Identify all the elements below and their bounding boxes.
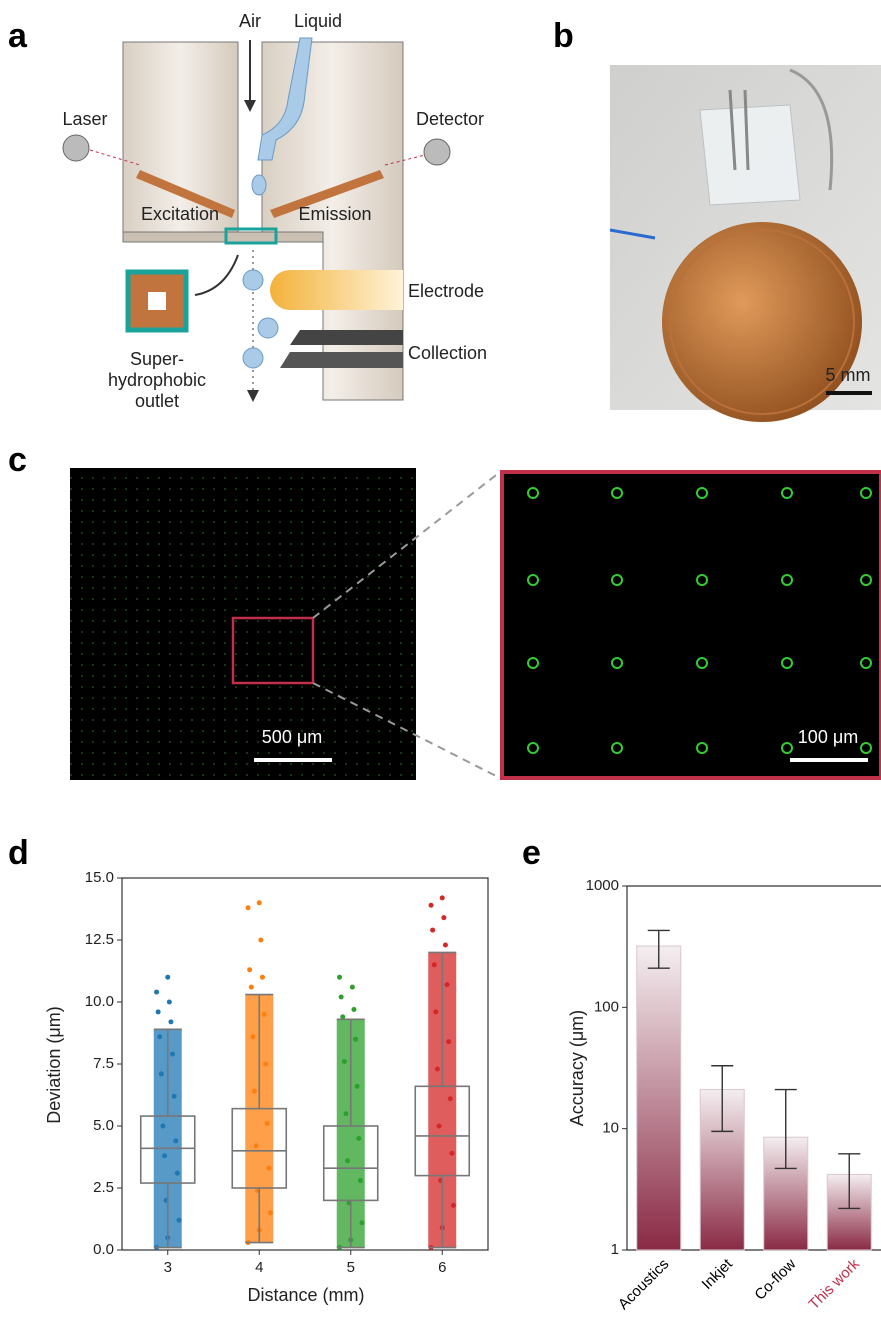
data-point xyxy=(258,938,263,943)
data-point xyxy=(432,962,437,967)
data-point xyxy=(157,1034,162,1039)
diagram-label: outlet xyxy=(135,391,179,411)
y-axis-label: Accuracy (μm) xyxy=(567,1010,587,1126)
panel-label: b xyxy=(553,17,574,55)
data-point xyxy=(449,1151,454,1156)
y-tick-label: 15.0 xyxy=(85,869,114,886)
data-point xyxy=(433,1009,438,1014)
y-axis-label: Deviation (μm) xyxy=(44,1006,64,1123)
data-point xyxy=(263,1062,268,1067)
data-point xyxy=(246,905,251,910)
data-point xyxy=(249,985,254,990)
y-tick-label: 2.5 xyxy=(93,1179,114,1196)
x-tick-label: 5 xyxy=(347,1259,355,1276)
y-tick-label: 100 xyxy=(594,998,619,1015)
data-point xyxy=(445,982,450,987)
y-tick-label: 1 xyxy=(611,1241,619,1258)
data-point xyxy=(355,1084,360,1089)
data-point xyxy=(167,1000,172,1005)
data-point xyxy=(345,1158,350,1163)
data-point xyxy=(437,1124,442,1129)
x-tick-label: Inkjet xyxy=(699,1255,737,1293)
data-point xyxy=(175,1171,180,1176)
panel-label: a xyxy=(8,17,28,55)
data-point xyxy=(262,1012,267,1017)
data-point xyxy=(441,915,446,920)
scale-bar-label: 5 mm xyxy=(826,365,871,385)
data-point xyxy=(337,975,342,980)
y-tick-label: 5.0 xyxy=(93,1117,114,1134)
y-tick-label: 1000 xyxy=(586,877,619,894)
panel-label: e xyxy=(522,834,541,872)
data-point xyxy=(351,1007,356,1012)
panel-label: d xyxy=(8,834,29,872)
y-tick-label: 0.0 xyxy=(93,1241,114,1258)
diagram-label: Super- xyxy=(130,349,184,369)
data-point xyxy=(247,967,252,972)
diagram-label: Collection xyxy=(408,343,487,363)
data-point xyxy=(356,1136,361,1141)
scale-bar-label: 100 μm xyxy=(798,727,858,747)
data-point xyxy=(343,1111,348,1116)
data-point xyxy=(172,1094,177,1099)
data-point xyxy=(170,1052,175,1057)
data-point xyxy=(342,1059,347,1064)
y-tick-label: 7.5 xyxy=(93,1055,114,1072)
diagram-label: Emission xyxy=(298,204,371,224)
data-point xyxy=(265,1121,270,1126)
x-tick-label: Acoustics xyxy=(615,1256,672,1313)
data-point xyxy=(257,900,262,905)
data-point xyxy=(160,1124,165,1129)
data-point xyxy=(339,995,344,1000)
device-diagram xyxy=(63,38,450,402)
panel-label: c xyxy=(8,441,27,479)
diagram-label: Electrode xyxy=(408,281,484,301)
x-tick-label: 4 xyxy=(255,1259,263,1276)
bar xyxy=(637,946,681,1250)
data-point xyxy=(165,975,170,980)
data-point xyxy=(451,1203,456,1208)
y-tick-label: 12.5 xyxy=(85,931,114,948)
data-point xyxy=(350,985,355,990)
x-tick-label: 6 xyxy=(438,1259,446,1276)
data-point xyxy=(162,1153,167,1158)
diagram-label: Liquid xyxy=(294,11,342,31)
diagram-label: hydrophobic xyxy=(108,370,206,390)
data-point xyxy=(252,1089,257,1094)
data-point xyxy=(266,1166,271,1171)
diagram-label: Detector xyxy=(416,109,484,129)
x-axis-label: Distance (mm) xyxy=(247,1285,364,1305)
y-tick-label: 10 xyxy=(602,1120,619,1137)
y-tick-label: 10.0 xyxy=(85,993,114,1010)
data-point xyxy=(173,1138,178,1143)
data-point xyxy=(154,990,159,995)
figure: a b c d e Air Liquid Laser Detector Exci… xyxy=(0,0,881,1328)
diagram-label: Laser xyxy=(62,109,107,129)
data-point xyxy=(359,1220,364,1225)
diagram-label: Excitation xyxy=(141,204,219,224)
data-point xyxy=(440,895,445,900)
data-point xyxy=(159,1071,164,1076)
data-point xyxy=(448,1096,453,1101)
diagram-label: Air xyxy=(239,11,261,31)
data-point xyxy=(250,1034,255,1039)
data-point xyxy=(176,1218,181,1223)
data-point xyxy=(353,1037,358,1042)
data-point xyxy=(429,903,434,908)
data-point xyxy=(443,942,448,947)
x-tick-label: Co-flow xyxy=(751,1256,799,1304)
scale-bar-label: 500 μm xyxy=(262,727,322,747)
data-point xyxy=(446,1039,451,1044)
data-point xyxy=(268,1210,273,1215)
x-tick-label: This work xyxy=(805,1255,863,1313)
data-point xyxy=(156,1009,161,1014)
data-point xyxy=(435,1066,440,1071)
data-point xyxy=(168,1019,173,1024)
data-point xyxy=(254,1143,259,1148)
data-point xyxy=(260,975,265,980)
data-point xyxy=(358,1178,363,1183)
micrograph xyxy=(70,468,881,780)
x-tick-label: 3 xyxy=(164,1259,172,1276)
data-point xyxy=(430,928,435,933)
